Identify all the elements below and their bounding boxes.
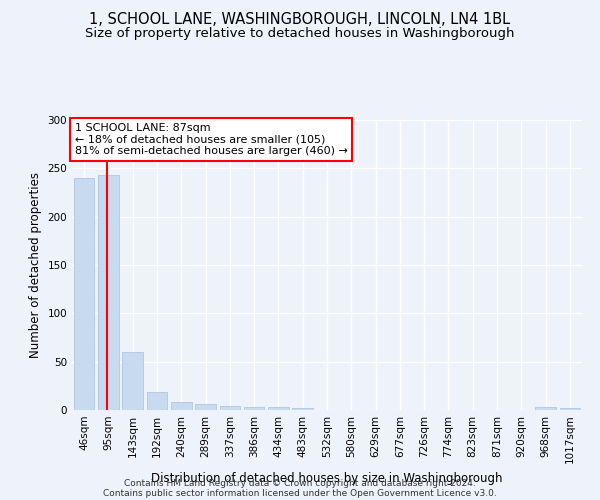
X-axis label: Distribution of detached houses by size in Washingborough: Distribution of detached houses by size …: [151, 472, 503, 485]
Bar: [74, 178, 94, 410]
Text: Contains HM Land Registry data © Crown copyright and database right 2024.: Contains HM Land Registry data © Crown c…: [124, 478, 476, 488]
Bar: [220, 406, 240, 410]
Y-axis label: Number of detached properties: Number of detached properties: [29, 172, 42, 358]
Text: Contains public sector information licensed under the Open Government Licence v3: Contains public sector information licen…: [103, 488, 497, 498]
Text: Size of property relative to detached houses in Washingborough: Size of property relative to detached ho…: [85, 28, 515, 40]
Bar: [98, 175, 119, 410]
Bar: [535, 407, 556, 410]
Bar: [146, 392, 167, 410]
Text: 1, SCHOOL LANE, WASHINGBOROUGH, LINCOLN, LN4 1BL: 1, SCHOOL LANE, WASHINGBOROUGH, LINCOLN,…: [89, 12, 511, 28]
Text: 1 SCHOOL LANE: 87sqm
← 18% of detached houses are smaller (105)
81% of semi-deta: 1 SCHOOL LANE: 87sqm ← 18% of detached h…: [74, 123, 347, 156]
Bar: [268, 407, 289, 410]
Bar: [244, 407, 265, 410]
Bar: [122, 352, 143, 410]
Bar: [292, 408, 313, 410]
Bar: [560, 408, 580, 410]
Bar: [195, 404, 216, 410]
Bar: [171, 402, 191, 410]
